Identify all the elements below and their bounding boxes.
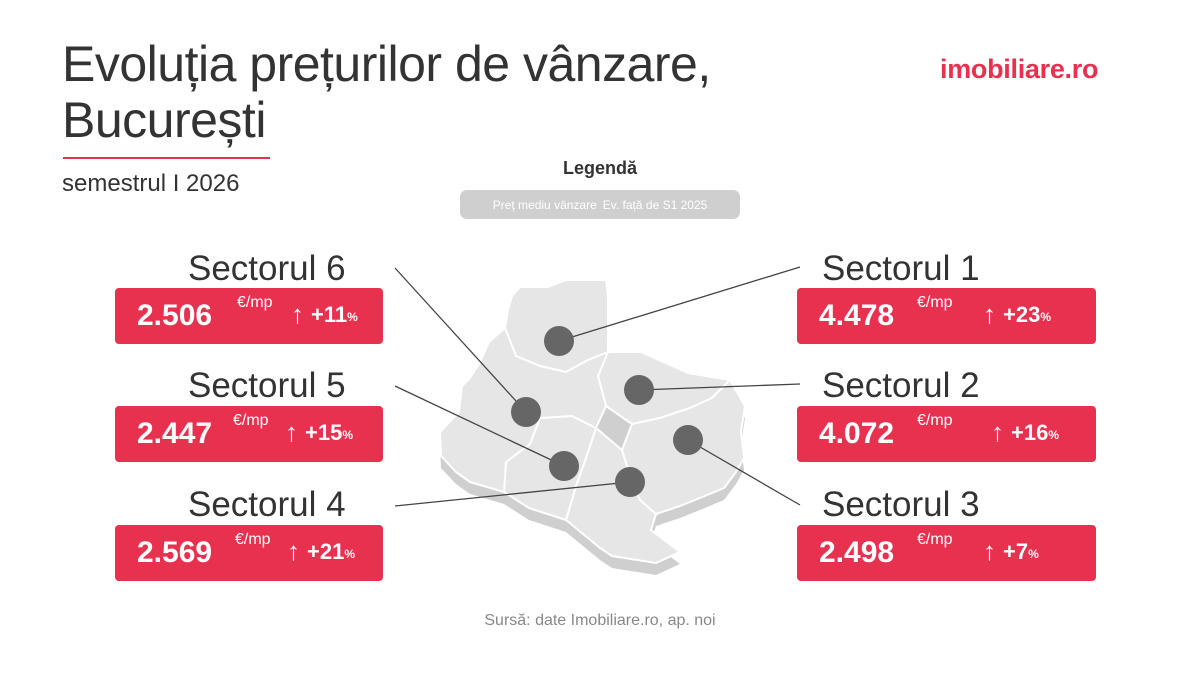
- sector-1-name: Sectorul 1: [822, 249, 980, 288]
- sector-5-arrow-up-icon: ↑: [285, 417, 298, 447]
- legend-price-label: Preț mediu vânzare: [492, 197, 597, 212]
- map-districts: [439, 279, 746, 564]
- sector-2-name: Sectorul 2: [822, 366, 980, 405]
- sector-3-change: +7%: [1003, 537, 1039, 567]
- sector-5-change-pct: %: [342, 428, 353, 442]
- marker-sector-1[interactable]: [544, 326, 574, 356]
- title-underline: [63, 157, 270, 159]
- sector-2-change-pct: %: [1048, 428, 1059, 442]
- marker-sector-5[interactable]: [549, 451, 579, 481]
- sector-4-change-pct: %: [344, 547, 355, 561]
- sector-1-unit: €/mp: [917, 294, 953, 311]
- sector-2-change-value: +16: [1011, 420, 1049, 445]
- sector-4-arrow-up-icon: ↑: [287, 536, 300, 566]
- legend-title: Legendă: [562, 158, 637, 178]
- sector-3-change-pct: %: [1028, 547, 1039, 561]
- sector-2-card[interactable]: 4.072 €/mp ↑ +16%: [797, 406, 1096, 462]
- sector-2-price: 4.072: [819, 417, 895, 450]
- subtitle: semestrul I 2026: [62, 170, 240, 197]
- sector-1-card[interactable]: 4.478 €/mp ↑ +23%: [797, 288, 1096, 344]
- leader-line-sector-3: [687, 439, 801, 506]
- sector-4-card[interactable]: 2.569 €/mp ↑ +21%: [115, 525, 383, 581]
- sector-markers: [511, 326, 703, 497]
- sector-5-change-value: +15: [305, 420, 343, 445]
- sector-6-change-value: +11: [311, 302, 348, 327]
- leader-lines: [394, 266, 801, 507]
- sector-6-price: 2.506: [137, 299, 213, 332]
- leader-line-sector-4: [394, 481, 631, 507]
- sector-2-change: +16%: [1011, 418, 1059, 448]
- sector-3-price: 2.498: [819, 536, 895, 569]
- sector-6-unit: €/mp: [237, 294, 273, 311]
- title-line-1: Evoluția prețurilor de vânzare,: [62, 36, 711, 92]
- sector-6-card[interactable]: 2.506 €/mp ↑ +11%: [115, 288, 383, 344]
- sector-1-arrow-up-icon: ↑: [983, 299, 996, 329]
- sector-3-unit: €/mp: [917, 531, 953, 548]
- sector-1-change: +23%: [1003, 300, 1051, 330]
- legend-change-label: Ev. față de S1 2025: [602, 197, 708, 212]
- sector-3-card[interactable]: 2.498 €/mp ↑ +7%: [797, 525, 1096, 581]
- sector-5-card[interactable]: 2.447 €/mp ↑ +15%: [115, 406, 383, 462]
- brand-logo[interactable]: imobiliare.ro: [940, 54, 1099, 84]
- sector-1-change-value: +23: [1003, 302, 1041, 327]
- leader-line-sector-6: [394, 267, 527, 413]
- source-note: Sursă: date Imobiliare.ro, ap. noi: [484, 612, 716, 629]
- sector-4-name: Sectorul 4: [188, 485, 346, 524]
- sector-4-price: 2.569: [137, 536, 213, 569]
- sector-1-price: 4.478: [819, 299, 895, 332]
- sector-5-unit: €/mp: [233, 412, 269, 429]
- marker-sector-4[interactable]: [615, 467, 645, 497]
- leader-line-sector-1: [558, 266, 801, 342]
- sector-3-name: Sectorul 3: [822, 485, 980, 524]
- leader-line-sector-2: [638, 383, 801, 391]
- marker-sector-3[interactable]: [673, 425, 703, 455]
- sector-6-change-pct: %: [347, 310, 358, 324]
- sector-6-name: Sectorul 6: [188, 249, 346, 288]
- sector-4-change-value: +21: [307, 539, 345, 564]
- title-line-2: București: [62, 92, 266, 148]
- sector-6-arrow-up-icon: ↑: [291, 299, 304, 329]
- marker-sector-2[interactable]: [624, 375, 654, 405]
- legend-pill: Preț mediu vânzare Ev. față de S1 2025: [460, 190, 740, 219]
- page-title: Evoluția prețurilor de vânzare, Bucureșt…: [62, 36, 711, 148]
- marker-sector-6[interactable]: [511, 397, 541, 427]
- sector-5-change: +15%: [305, 418, 353, 448]
- sector-1-change-pct: %: [1040, 310, 1051, 324]
- sector-2-unit: €/mp: [917, 412, 953, 429]
- sector-3-change-value: +7: [1003, 539, 1029, 564]
- sector-4-unit: €/mp: [235, 531, 271, 548]
- leader-line-sector-5: [394, 385, 565, 467]
- sector-4-change: +21%: [307, 537, 355, 567]
- sector-5-name: Sectorul 5: [188, 366, 346, 405]
- sector-5-price: 2.447: [137, 417, 213, 450]
- sector-2-arrow-up-icon: ↑: [991, 417, 1004, 447]
- sector-3-arrow-up-icon: ↑: [983, 536, 996, 566]
- sector-6-change: +11%: [311, 300, 358, 330]
